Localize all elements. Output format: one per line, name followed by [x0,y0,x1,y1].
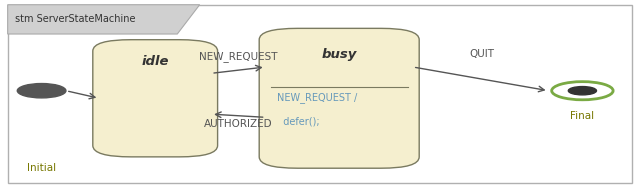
FancyBboxPatch shape [259,28,419,168]
Text: Final: Final [570,111,595,121]
Text: AUTHORIZED: AUTHORIZED [204,119,273,129]
Text: defer();: defer(); [277,117,320,127]
Text: Initial: Initial [27,163,56,173]
Text: QUIT: QUIT [470,49,495,59]
Circle shape [552,82,613,100]
Text: busy: busy [321,48,357,61]
Text: NEW_REQUEST: NEW_REQUEST [199,51,278,62]
FancyBboxPatch shape [8,5,632,183]
Text: idle: idle [141,56,169,68]
Circle shape [17,84,66,98]
Text: stm ServerStateMachine: stm ServerStateMachine [15,14,136,24]
Text: NEW_REQUEST /: NEW_REQUEST / [277,92,357,103]
Polygon shape [8,5,200,34]
FancyBboxPatch shape [93,40,218,157]
Circle shape [568,87,596,95]
